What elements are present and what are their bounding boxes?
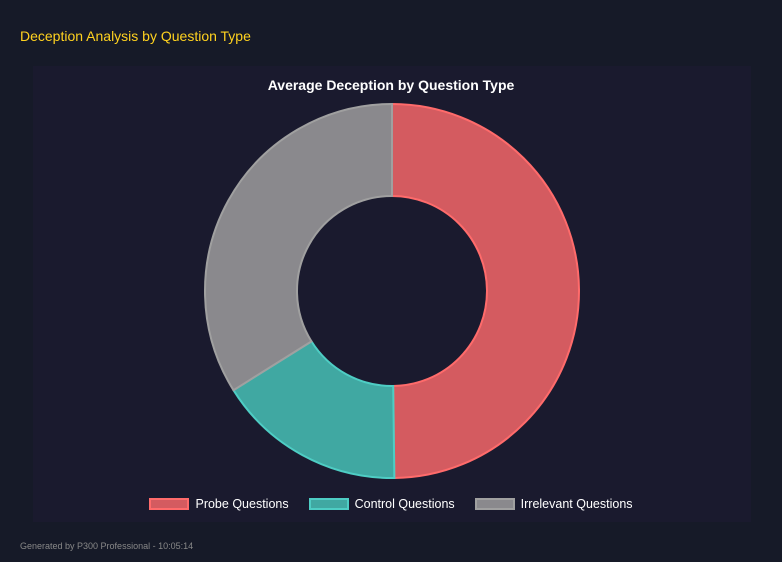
page-title: Deception Analysis by Question Type (20, 28, 251, 44)
legend-label: Control Questions (354, 497, 455, 511)
chart-legend: Probe Questions Control Questions Irrele… (0, 497, 782, 511)
slice-control-questions[interactable] (232, 340, 396, 479)
legend-swatch (308, 498, 349, 510)
legend-label: Probe Questions (195, 497, 289, 511)
legend-label: Irrelevant Questions (520, 497, 633, 511)
chart-title: Average Deception by Question Type (267, 77, 515, 93)
legend-item-probe[interactable]: Probe Questions (149, 497, 289, 511)
slice-irrelevant-questions[interactable] (204, 102, 393, 392)
slice-probe-questions[interactable] (391, 102, 580, 479)
legend-item-irrelevant[interactable]: Irrelevant Questions (474, 497, 633, 511)
footer-text: Generated by P300 Professional - 10:05:1… (20, 541, 194, 551)
legend-swatch (149, 498, 190, 510)
legend-swatch (474, 498, 515, 510)
legend-item-control[interactable]: Control Questions (308, 497, 455, 511)
